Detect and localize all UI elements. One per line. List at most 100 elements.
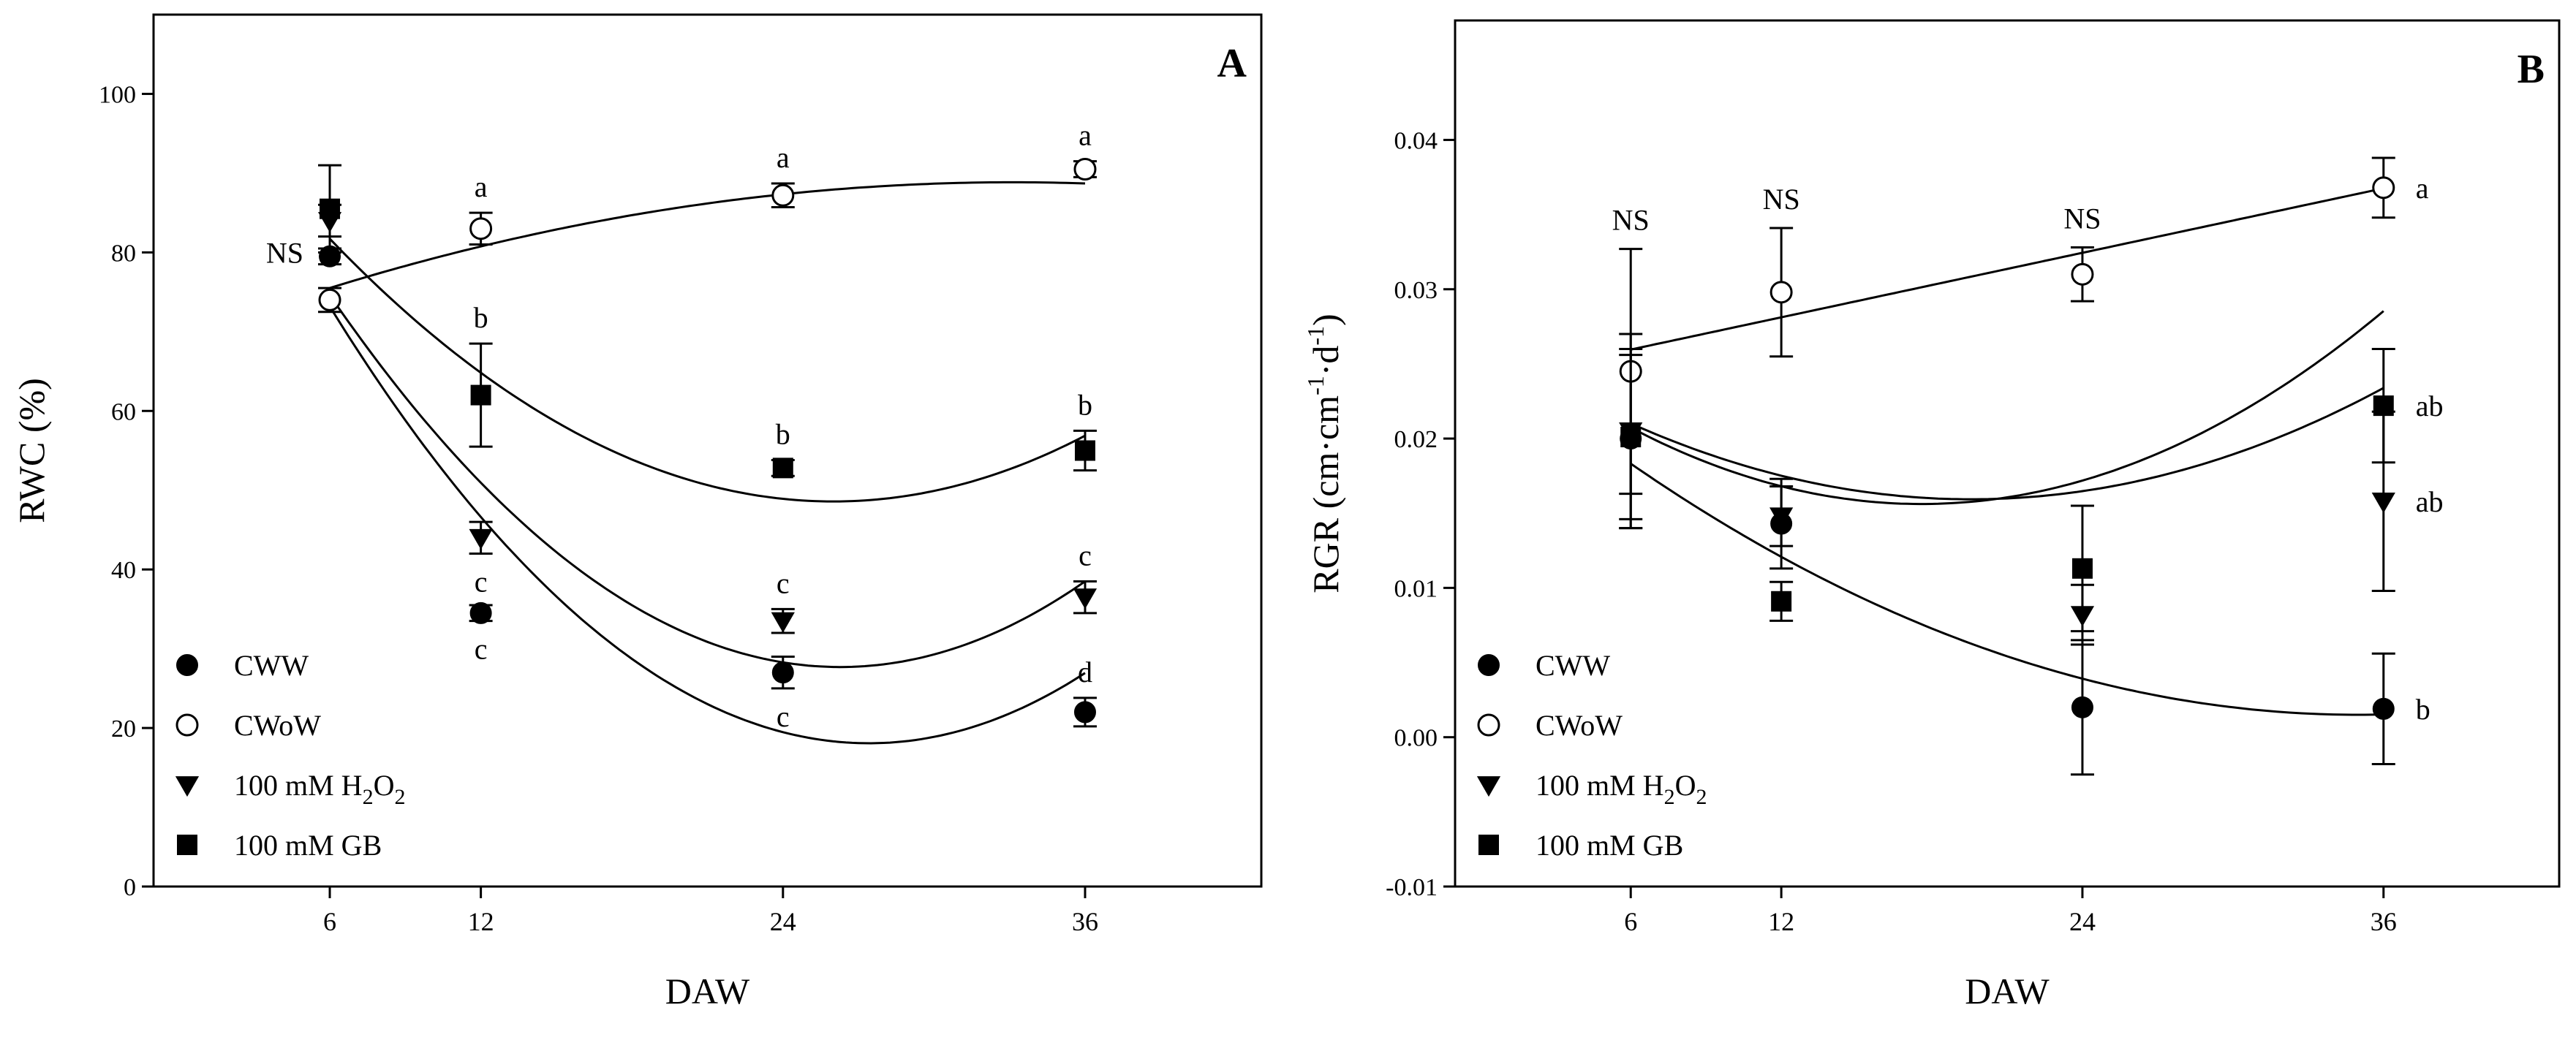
y-tick-label: 20 [111, 716, 136, 743]
data-point [1769, 507, 1794, 528]
data-point [318, 288, 341, 311]
data-point [2071, 696, 2093, 718]
legend-marker [1477, 713, 1500, 737]
legend-marker [1478, 654, 1500, 676]
significance-letter: a [475, 170, 488, 203]
y-tick-label: 0.00 [1394, 725, 1438, 752]
y-tick-label: 0.04 [1394, 127, 1438, 154]
x-tick-label: 36 [1072, 907, 1098, 936]
data-point [1073, 701, 1096, 724]
fit-curve-2 [1630, 387, 2384, 501]
fit-curve-0 [328, 305, 1086, 745]
legend-marker [177, 835, 197, 855]
legend-label-text: 100 mM H [234, 769, 363, 802]
series-3: ab [1619, 347, 2444, 633]
data-point [1620, 427, 1642, 448]
significance-letter: a [2416, 172, 2429, 205]
ns-annotation: NS [1612, 204, 1650, 237]
significance-letter: b [1078, 388, 1092, 421]
legend-label: 100 mM GB [1536, 829, 1683, 862]
data-point [2371, 492, 2395, 513]
legend-label-sub: 2 [1696, 785, 1707, 809]
legend-label-text: O [1675, 769, 1696, 802]
legend-label-text: 100 mM GB [234, 829, 382, 862]
legend-label: CWoW [1536, 709, 1623, 742]
y-axis-label: RGR (cm·cm-1·d-1) [1302, 314, 1346, 593]
data-point [2372, 176, 2395, 200]
significance-letter: c [475, 633, 488, 666]
legend-label: 100 mM H2O2 [234, 769, 405, 809]
significance-letter: b [474, 301, 488, 334]
legend-marker [176, 654, 198, 676]
significance-letter: a [777, 141, 790, 174]
legend-label-text: CWW [1536, 649, 1610, 682]
legend-marker [175, 713, 199, 737]
significance-letter: c [777, 566, 790, 599]
significance-letter: ab [2416, 390, 2444, 422]
y-tick-label: -0.01 [1386, 874, 1438, 901]
legend-label-text: CWoW [1536, 709, 1623, 742]
y-tick-label: 100 [99, 81, 136, 108]
significance-letter: d [1078, 656, 1092, 688]
y-tick-label: 0.03 [1394, 277, 1438, 304]
y-axis-label-part: RGR (cm·cm [1305, 395, 1346, 593]
data-point [1771, 591, 1792, 612]
fit-curves [328, 181, 1086, 745]
series-2: ab [1619, 333, 2444, 646]
legend-label-sub: 2 [363, 785, 374, 809]
x-tick-label: 6 [323, 907, 336, 936]
y-tick-label: 0.02 [1394, 426, 1438, 453]
ns-annotation: NS [266, 236, 303, 269]
legend-marker [1478, 835, 1499, 855]
x-tick-label: 24 [2069, 907, 2096, 936]
plot-frame [1454, 19, 2561, 888]
panel-letter: A [1217, 41, 1247, 86]
x-tick-label: 12 [468, 907, 494, 936]
y-axis-label-part: ) [1305, 314, 1346, 326]
fit-curve-1 [1630, 187, 2384, 351]
legend-label-text: O [374, 769, 395, 802]
data-point [320, 198, 341, 219]
data-point [1769, 281, 1793, 304]
significance-letter: b [776, 418, 790, 451]
legend-label-sub: 2 [394, 785, 405, 809]
series-0: c c d [318, 245, 1097, 733]
legend-label: CWoW [234, 709, 321, 742]
data-point [2372, 697, 2395, 720]
y-axis-label-part: ·d [1305, 346, 1346, 376]
data-point [2071, 262, 2094, 286]
data-point [470, 384, 491, 406]
panel-b-rgr: -0.01 0.00 0.01 0.02 0.03 0.04 6 12 24 36 DAW RGR (… [1302, 19, 2561, 1011]
data-point [771, 661, 794, 684]
y-axis-label-sup: -1 [1302, 376, 1329, 395]
x-tick-label: 24 [770, 907, 796, 936]
panel-letter: B [2518, 47, 2545, 92]
y-tick-label: 40 [111, 557, 136, 584]
panel-a-rwc: 0 20 40 60 80 100 6 12 24 36 DAW RWC (%) Ac c d a a a c c c b… [11, 13, 1263, 1011]
legend-label: 100 mM GB [234, 829, 382, 862]
legend-label: CWW [1536, 649, 1610, 682]
series-2: c cc [317, 203, 1098, 634]
plot-frame [152, 13, 1263, 888]
legend-label: CWW [234, 649, 309, 682]
significance-letter: a [1079, 119, 1092, 152]
series-1: a a a [318, 119, 1097, 314]
y-tick-label: 60 [111, 398, 136, 425]
legend-marker [175, 776, 200, 797]
fit-curve-3 [1630, 310, 2384, 506]
legend-marker [1476, 776, 1501, 797]
x-tick-label: 6 [1624, 907, 1637, 936]
significance-letter: c [777, 700, 790, 733]
data-point [771, 612, 795, 633]
y-axis-label-sup: -1 [1302, 326, 1329, 346]
series-0: b [1619, 347, 2430, 776]
legend-label-sub: 2 [1664, 785, 1675, 809]
data-point [469, 528, 493, 550]
data-point [771, 183, 795, 207]
data-point [2373, 395, 2394, 417]
x-tick-label: 36 [2371, 907, 2397, 936]
fit-curve-1 [329, 181, 1086, 289]
